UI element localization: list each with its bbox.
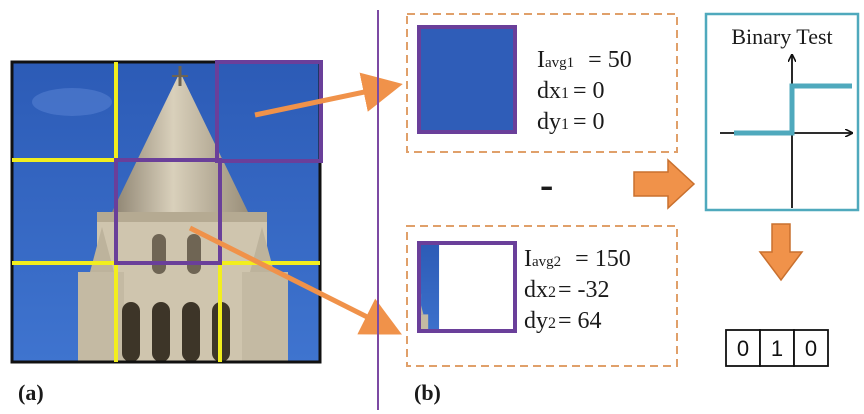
panel-a: (a) [10,60,323,405]
panel-b-label: (b) [414,380,441,405]
bit-value: 0 [737,336,749,361]
bit-cell [725,329,761,367]
arrow-to-patch2-icon [188,225,402,335]
patch1-dy: dy1 = 0 [537,109,605,135]
step-function [734,83,852,136]
panel-a-label: (a) [18,380,44,405]
tower-photo [12,62,320,362]
patch2-dx: dx2= -32 [524,277,610,303]
bit-cell [793,329,829,367]
patch2-iavg: Iavg2 = 150 [524,246,631,272]
patch1-dx: dx1 = 0 [537,78,605,104]
patch1-dashed-box [406,13,678,153]
binary-test-frame [704,12,860,212]
output-bits: 0 1 0 [725,329,829,367]
panel-b: Iavg1 = 50 dx1 = 0 dy1 = 0 - Iavg2 = 150 dx2… [406,13,678,405]
patch2-outline [114,158,222,265]
patch1-thumbnail [417,25,517,134]
block-arrow-down-icon [758,223,804,282]
arrow-to-patch1-icon [254,72,403,118]
bit-value: 1 [771,336,783,361]
bit-value: 0 [805,336,817,361]
patch1-iavg: Iavg1 = 50 [537,47,632,73]
patch1-outline [215,60,323,163]
photo-frame [10,60,322,364]
patch2-thumbnail-frame [417,241,517,333]
block-arrow-right-icon [633,158,696,210]
binary-test-panel: Binary Test [704,12,860,212]
minus-sign: - [540,162,553,207]
binary-test-title: Binary Test [731,24,832,49]
patch2-dashed-box [406,225,678,367]
patch2-dy: dy2= 64 [524,308,602,334]
